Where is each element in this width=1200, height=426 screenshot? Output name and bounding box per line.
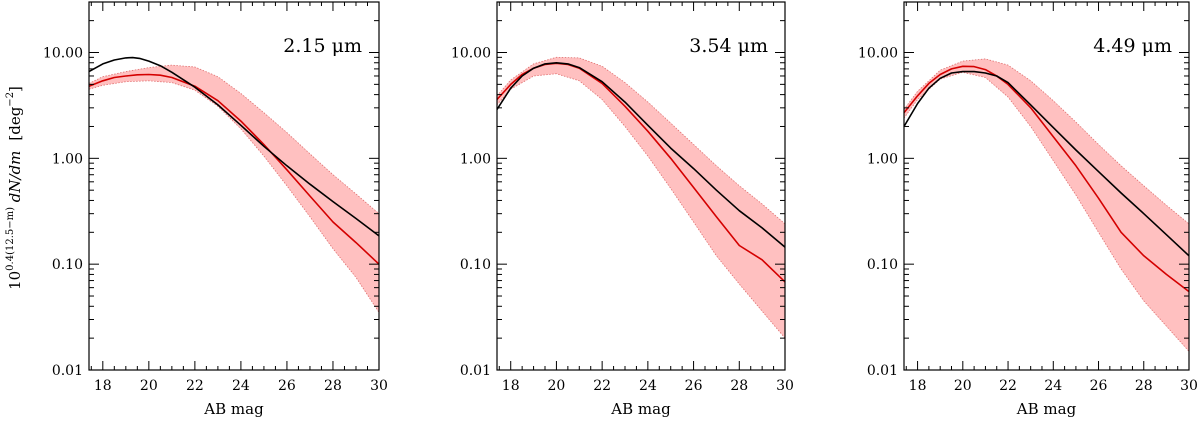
plot-frame (903, 1, 1190, 371)
series-line-black (88, 56, 380, 237)
x-tick-label: 18 (502, 378, 520, 394)
x-tick-label: 24 (232, 378, 250, 394)
y-tick-label: 1.00 (867, 151, 898, 167)
plot-frame (88, 1, 380, 371)
band-lower-edge (496, 73, 786, 339)
y-tick-label: 10.00 (451, 45, 491, 61)
series-line-black (496, 62, 786, 248)
x-tick-label: 20 (548, 378, 566, 394)
band-lower-edge (903, 71, 1190, 352)
series-line-red (88, 73, 380, 265)
x-tick-label: 26 (278, 378, 296, 394)
confidence-band (904, 58, 1189, 352)
x-tick-label: 28 (730, 378, 748, 394)
band-upper-edge (496, 56, 786, 225)
x-tick-label: 24 (639, 378, 657, 394)
wavelength-label: 2.15 μm (283, 35, 362, 57)
panel-2-15-um: 18 20 22 24 26 28 30 0.01 0.10 1.00 10.00 AB mag 2.1… (43, 1, 388, 418)
panel-3-54-um: 18 20 22 24 26 28 30 0.01 0.10 1.00 10.00 AB mag 3.5… (451, 1, 794, 418)
plot-frame (496, 1, 786, 371)
confidence-band (89, 65, 379, 313)
y-tick-label: 0.01 (52, 363, 83, 379)
y-tick-label: 0.10 (460, 257, 491, 273)
x-tick-label: 28 (1135, 378, 1153, 394)
x-axis-title: AB mag (203, 400, 264, 418)
y-tick-label: 0.01 (460, 363, 491, 379)
y-tick-label: 1.00 (460, 151, 491, 167)
y-tick-label: 0.10 (52, 257, 83, 273)
x-tick-label: 26 (685, 378, 703, 394)
y-tick-label: 10.00 (858, 45, 898, 61)
wavelength-label: 4.49 μm (1093, 35, 1172, 57)
x-tick-label: 22 (186, 378, 204, 394)
y-tick-label: 1.00 (52, 151, 83, 167)
x-tick-label: 22 (999, 378, 1017, 394)
x-tick-label: 30 (370, 378, 388, 394)
y-axis-title-exponent: 0.4(12.5−m) (5, 207, 16, 271)
x-tick-label: 30 (776, 378, 794, 394)
band-lower-edge (88, 80, 380, 313)
x-axis-title: AB mag (610, 400, 671, 418)
y-tick-label: 0.01 (867, 363, 898, 379)
band-upper-edge (88, 64, 380, 215)
y-tick-label: 0.10 (867, 257, 898, 273)
confidence-band (497, 57, 785, 339)
x-tick-label: 22 (593, 378, 611, 394)
series-line-black (903, 70, 1190, 257)
y-tick-label: 10.00 (43, 45, 83, 61)
x-tick-label: 20 (954, 378, 972, 394)
x-tick-label: 24 (1044, 378, 1062, 394)
x-tick-label: 20 (140, 378, 158, 394)
wavelength-label: 3.54 μm (689, 35, 768, 57)
x-tick-label: 30 (1180, 378, 1198, 394)
y-axis-title: 100.4(12.5−m) dN/dm[deg−2] (5, 86, 24, 290)
panel-4-49-um: 18 20 22 24 26 28 30 0.01 0.10 1.00 10.00 AB mag 4.4… (858, 1, 1198, 418)
x-tick-label: 18 (909, 378, 927, 394)
x-tick-label: 26 (1090, 378, 1108, 394)
x-tick-label: 28 (324, 378, 342, 394)
x-tick-label: 18 (94, 378, 112, 394)
band-upper-edge (903, 58, 1190, 225)
x-axis-title: AB mag (1016, 400, 1077, 418)
